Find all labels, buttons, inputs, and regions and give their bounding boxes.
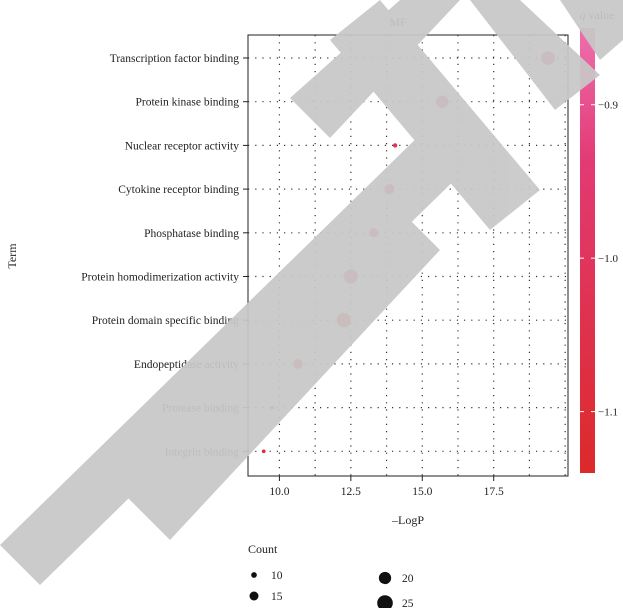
color-bar-tick-label: −1.0	[598, 253, 618, 265]
x-tick-label: 12.5	[341, 486, 361, 498]
y-tick-label: Protein kinase binding	[136, 97, 240, 109]
y-tick-label: Protein homodimerization activity	[81, 272, 239, 284]
size-legend-label: 20	[402, 573, 414, 585]
x-axis-ticks: 10.0 12.5 15.0 17.5	[269, 476, 504, 498]
size-legend-dot	[377, 595, 393, 608]
x-axis-title: –LogP	[391, 513, 424, 527]
watermark-band-top-right	[470, 0, 600, 110]
color-bar-tick-label: −0.9	[598, 100, 618, 112]
y-tick-label: Phosphatase binding	[144, 228, 239, 240]
y-axis-title: Term	[5, 243, 19, 269]
size-legend: Count 10 15 20 25	[248, 542, 414, 608]
x-tick-label: 10.0	[269, 486, 289, 498]
watermark-band-t	[330, 0, 540, 230]
data-point	[392, 143, 398, 148]
y-tick-label: Nuclear receptor activity	[125, 140, 240, 152]
size-legend-label: 25	[402, 598, 414, 608]
size-legend-dot	[378, 571, 392, 585]
size-legend-label: 10	[271, 570, 283, 582]
size-legend-dot	[249, 591, 259, 601]
x-tick-label: 15.0	[412, 486, 432, 498]
color-bar	[580, 28, 595, 473]
x-tick-label: 17.5	[484, 486, 504, 498]
color-bar-ticks: −0.9 −1.0 −1.1	[580, 100, 618, 419]
watermark-band-far-right	[560, 0, 623, 60]
size-legend-dot	[251, 572, 257, 578]
data-point	[261, 449, 266, 454]
y-tick-label: Transcription factor binding	[110, 53, 240, 65]
watermark-band-r-left	[0, 125, 470, 585]
retracted-watermark	[0, 0, 623, 585]
size-legend-items: 10 15 20 25	[249, 570, 414, 608]
y-tick-label: Cytokine receptor binding	[118, 184, 239, 196]
size-legend-label: 15	[271, 591, 283, 603]
watermark-band-r-right	[120, 200, 440, 540]
color-bar-tick-label: −1.1	[598, 407, 618, 419]
size-legend-title: Count	[248, 542, 278, 556]
y-tick-label: Protein domain specific binding	[92, 315, 239, 327]
